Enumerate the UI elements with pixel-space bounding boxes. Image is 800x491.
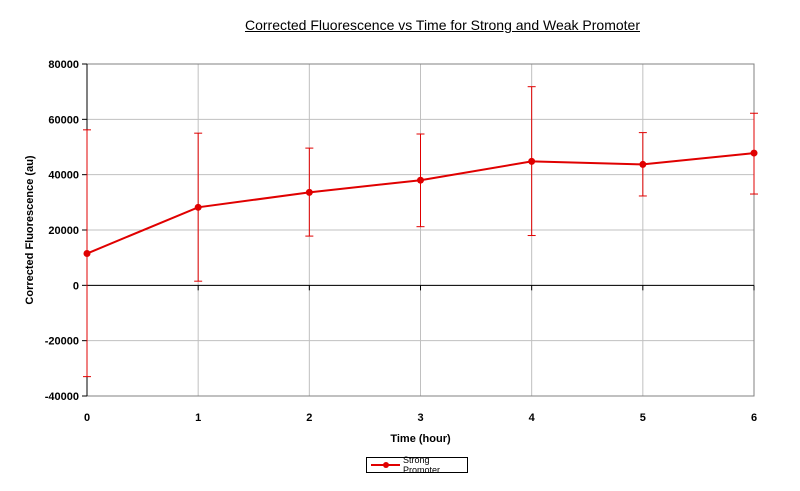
x-tick-label: 2 <box>306 412 312 424</box>
x-axis-title: Time (hour) <box>390 433 451 445</box>
x-tick-label: 4 <box>529 412 536 424</box>
y-tick-label: 40000 <box>48 170 79 182</box>
y-tick-label: 60000 <box>48 114 79 126</box>
y-tick-label: 0 <box>73 280 79 292</box>
data-point <box>639 160 647 168</box>
y-tick-label: -40000 <box>45 391 79 403</box>
x-tick-label: 6 <box>751 412 757 424</box>
x-tick-label: 1 <box>195 412 201 424</box>
x-tick-label: 0 <box>84 412 90 424</box>
legend-swatch-icon <box>371 460 401 470</box>
data-point <box>305 188 313 196</box>
x-tick-label: 3 <box>417 412 423 424</box>
y-tick-label: 80000 <box>48 59 79 71</box>
data-point <box>194 203 202 211</box>
data-point <box>83 250 91 258</box>
tick-labels: -40000 -20000 0 20000 40000 60000 80000 0 1 2 3 4 5 6 <box>45 59 757 424</box>
x-tick-label: 5 <box>640 412 646 424</box>
series-layer <box>83 149 758 258</box>
y-tick-label: -20000 <box>45 336 79 348</box>
data-point <box>750 149 758 157</box>
y-axis-title: Corrected Fluorescence (au) <box>24 155 36 304</box>
legend: Strong Promoter <box>366 455 468 475</box>
legend-label: Strong Promoter <box>403 455 441 475</box>
data-point <box>528 157 536 165</box>
chart-title: Corrected Fluorescence vs Time for Stron… <box>244 17 640 33</box>
data-point <box>417 176 424 184</box>
grid <box>86 63 755 397</box>
y-tick-label: 20000 <box>48 225 79 237</box>
